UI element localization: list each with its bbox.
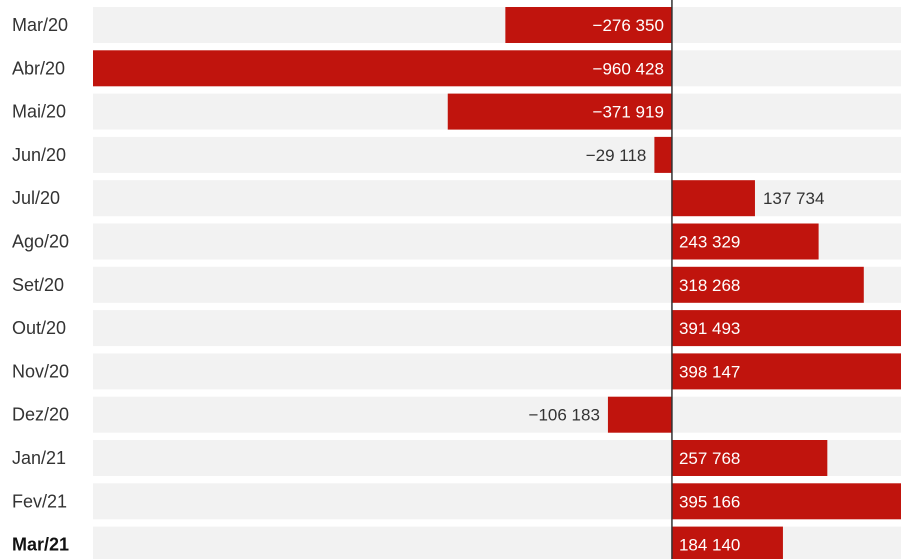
category-label-jun-20: Jun/20 [12, 145, 66, 165]
bar-abr-20 [93, 50, 672, 87]
category-label-out-20: Out/20 [12, 318, 66, 338]
category-label-mai-20: Mai/20 [12, 102, 66, 122]
value-label-mar-20: −276 350 [593, 16, 664, 35]
value-label-fev-21: 395 166 [679, 492, 740, 511]
row-background-dez-20 [93, 396, 901, 433]
bar-set-20 [671, 266, 864, 303]
category-label-mar-20: Mar/20 [12, 15, 68, 35]
bar-fev-21 [671, 483, 901, 520]
bar-mar-21 [671, 526, 783, 559]
category-label-fev-21: Fev/21 [12, 491, 67, 511]
value-label-abr-20: −960 428 [593, 59, 664, 78]
value-label-dez-20: −106 183 [529, 406, 600, 425]
value-label-jul-20: 137 734 [763, 189, 824, 208]
category-label-abr-20: Abr/20 [12, 58, 65, 78]
bar-mar-20 [505, 7, 672, 43]
bar-dez-20 [607, 396, 672, 433]
bar-mai-20 [447, 93, 672, 130]
bar-out-20 [671, 310, 901, 347]
category-label-ago-20: Ago/20 [12, 232, 69, 252]
bar-ago-20 [671, 223, 819, 260]
row-background-jul-20 [93, 180, 901, 217]
value-label-mai-20: −371 919 [593, 103, 664, 122]
value-label-nov-20: 398 147 [679, 362, 740, 381]
category-label-jul-20: Jul/20 [12, 188, 60, 208]
value-label-set-20: 318 268 [679, 276, 740, 295]
value-label-jan-21: 257 768 [679, 449, 740, 468]
bar-jul-20 [671, 180, 755, 217]
bar-jun-20 [654, 136, 672, 173]
bar-nov-20 [671, 353, 901, 390]
category-label-jan-21: Jan/21 [12, 448, 66, 468]
value-label-out-20: 391 493 [679, 319, 740, 338]
value-label-jun-20: −29 118 [586, 146, 647, 165]
bar-jan-21 [671, 440, 828, 476]
category-label-nov-20: Nov/20 [12, 361, 69, 381]
category-label-set-20: Set/20 [12, 275, 64, 295]
value-label-mar-21: 184 140 [679, 536, 740, 555]
category-label-mar-21: Mar/21 [12, 535, 69, 555]
category-label-dez-20: Dez/20 [12, 405, 69, 425]
row-background-mar-20 [93, 7, 901, 43]
value-label-ago-20: 243 329 [679, 233, 740, 252]
row-background-jun-20 [93, 136, 901, 173]
